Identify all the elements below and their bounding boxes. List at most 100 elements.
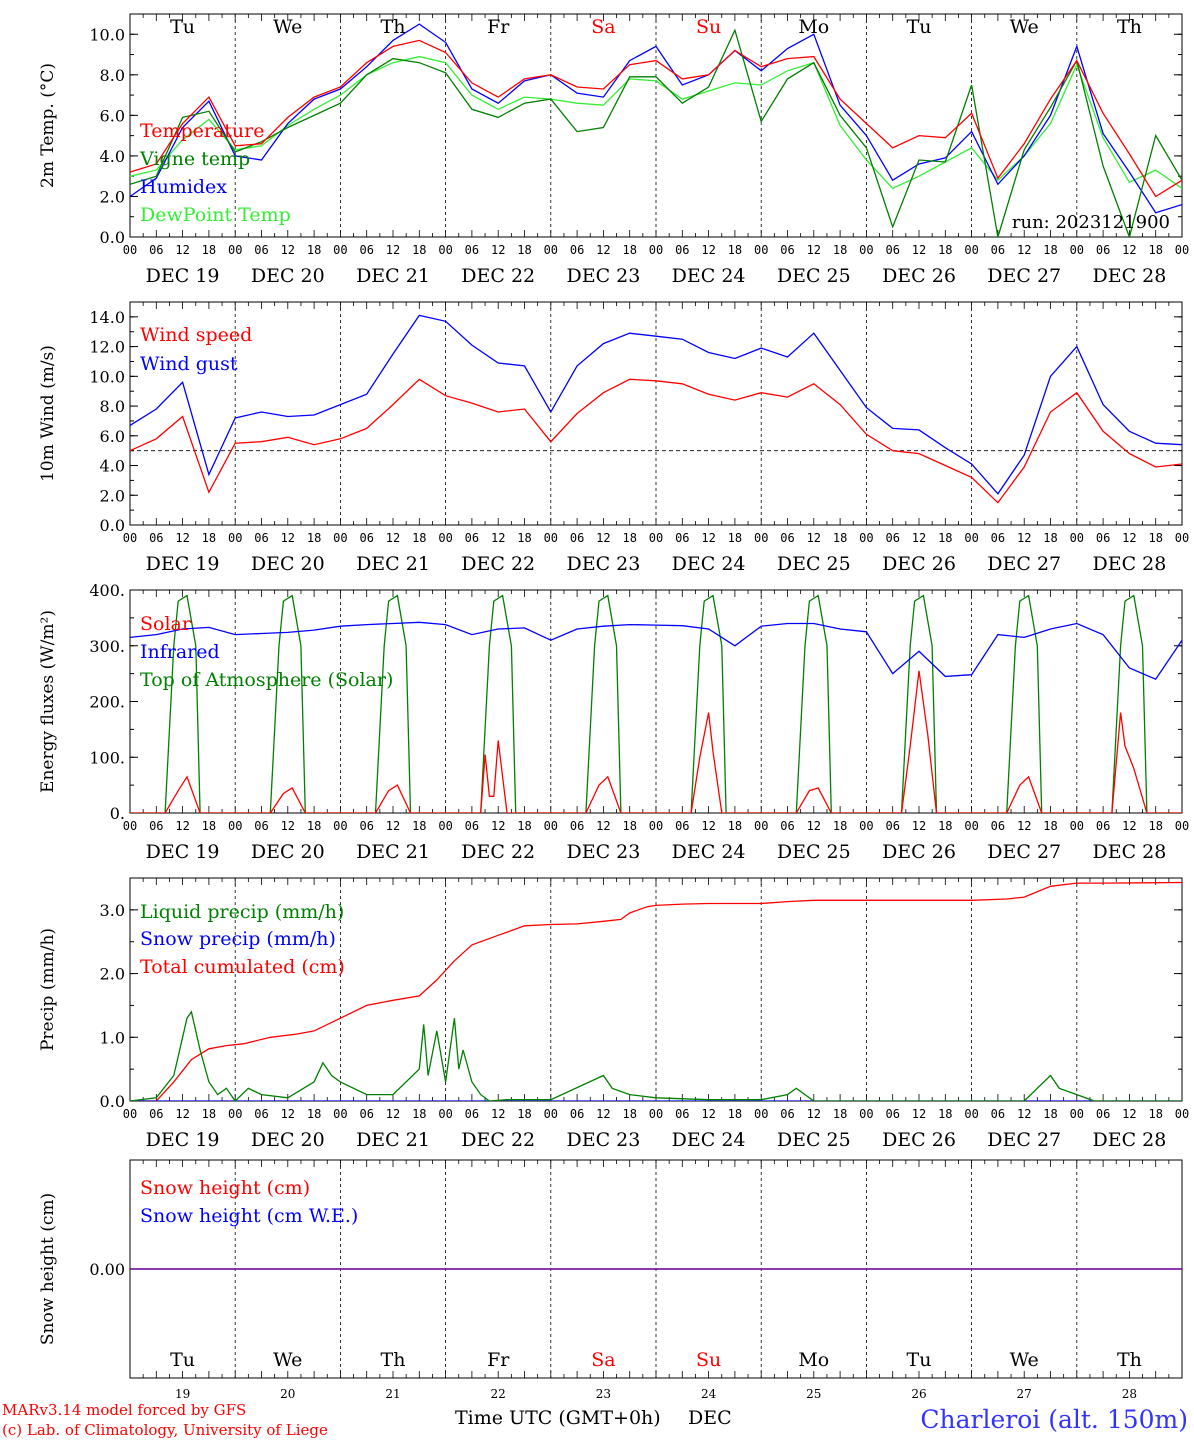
- weekday-label-top: Tu: [907, 16, 932, 38]
- hour-tick-label: 18: [728, 243, 742, 257]
- hour-tick-label: 18: [517, 819, 531, 833]
- y-tick-label: 14.0: [89, 308, 125, 327]
- hour-tick-label: 18: [1148, 243, 1162, 257]
- series-wind-speed: [130, 378, 1182, 504]
- series-temperature: [130, 39, 1182, 198]
- y-tick-label: 2.0: [100, 486, 125, 505]
- hour-tick-label: 12: [1122, 819, 1136, 833]
- hour-tick-label: 00: [123, 531, 137, 545]
- legend-entry: Snow height (cm): [140, 1177, 310, 1199]
- hour-tick-label: 00: [964, 1107, 978, 1121]
- hour-tick-label: 00: [544, 1107, 558, 1121]
- date-label: DEC 24: [672, 265, 746, 287]
- hour-tick-label: 18: [202, 819, 216, 833]
- panel-frame: [129, 589, 1183, 814]
- panel-frame: [129, 301, 1183, 526]
- hour-tick-label: 00: [438, 1107, 452, 1121]
- date-label: DEC 27: [987, 265, 1061, 287]
- weekday-label-top: We: [273, 16, 302, 38]
- hour-tick-label: 00: [228, 1107, 242, 1121]
- hour-tick-label: 00: [228, 819, 242, 833]
- legend-entry: Humidex: [140, 176, 227, 198]
- hour-tick-label: 18: [202, 1107, 216, 1121]
- hour-tick-label: 00: [228, 243, 242, 257]
- legend-entry: Top of Atmosphere (Solar): [140, 669, 393, 691]
- hour-tick-label: 06: [359, 243, 373, 257]
- weekday-label-top: Mo: [798, 16, 829, 38]
- hour-tick-label: 12: [281, 531, 295, 545]
- y-tick-label: 6.0: [100, 106, 125, 125]
- weekday-label-bottom: Mo: [798, 1349, 829, 1371]
- date-label: DEC 26: [882, 553, 956, 575]
- date-label: DEC 21: [356, 841, 430, 863]
- series-vigne-temp: [130, 28, 1182, 237]
- hour-tick-label: 12: [386, 243, 400, 257]
- hour-tick-label: 18: [622, 819, 636, 833]
- day-number: 24: [701, 1387, 717, 1401]
- hour-tick-label: 00: [123, 819, 137, 833]
- hour-tick-label: 06: [1096, 531, 1110, 545]
- hour-tick-label: 06: [675, 243, 689, 257]
- date-label: DEC 23: [566, 1129, 640, 1151]
- date-label: DEC 28: [1092, 265, 1166, 287]
- date-label: DEC 25: [777, 265, 851, 287]
- x-axis-month: DEC: [688, 1407, 732, 1429]
- legend-entry: Solar: [140, 613, 192, 635]
- hour-tick-label: 06: [780, 531, 794, 545]
- hour-tick-label: 06: [359, 819, 373, 833]
- hour-tick-label: 06: [149, 243, 163, 257]
- y-tick-label: 12.0: [89, 338, 125, 357]
- y-tick-label: 8.0: [100, 66, 125, 85]
- hour-tick-label: 18: [1148, 1107, 1162, 1121]
- hour-tick-label: 18: [517, 243, 531, 257]
- series-top-of-atmosphere-solar-: [130, 594, 1182, 813]
- hour-tick-label: 00: [649, 1107, 663, 1121]
- date-label: DEC 22: [461, 265, 535, 287]
- date-label: DEC 19: [146, 553, 220, 575]
- date-label: DEC 26: [882, 1129, 956, 1151]
- hour-tick-label: 06: [1096, 243, 1110, 257]
- legend-entry: Vigne temp: [139, 148, 250, 170]
- hour-tick-label: 12: [701, 531, 715, 545]
- legend-entry: Temperature: [140, 120, 264, 142]
- hour-tick-label: 18: [412, 1107, 426, 1121]
- hour-tick-label: 12: [596, 243, 610, 257]
- y-tick-label: 400.: [89, 581, 125, 600]
- date-label: DEC 25: [777, 553, 851, 575]
- hour-tick-label: 18: [517, 531, 531, 545]
- y-tick-label: 0.: [110, 804, 125, 823]
- hour-tick-label: 06: [465, 243, 479, 257]
- legend-entry: DewPoint Temp: [140, 204, 291, 226]
- hour-tick-label: 00: [754, 819, 768, 833]
- weekday-label-bottom: Sa: [591, 1349, 615, 1371]
- hour-tick-label: 12: [596, 1107, 610, 1121]
- weekday-label-top: Su: [696, 16, 721, 38]
- hour-tick-label: 00: [1175, 243, 1189, 257]
- hour-tick-label: 18: [307, 243, 321, 257]
- hour-tick-label: 12: [281, 819, 295, 833]
- y-axis-label: Snow height (cm): [38, 1193, 58, 1345]
- date-label: DEC 22: [461, 553, 535, 575]
- panel-5: 0.00 Snow height (cm) Snow height (cm) Snow…: [38, 1159, 1183, 1379]
- hour-tick-label: 00: [544, 243, 558, 257]
- date-label: DEC 19: [146, 265, 220, 287]
- hour-tick-label: 18: [307, 531, 321, 545]
- hour-tick-label: 12: [491, 243, 505, 257]
- station-name: Charleroi (alt. 150m): [920, 1405, 1188, 1434]
- date-label: DEC 26: [882, 841, 956, 863]
- hour-tick-label: 18: [412, 531, 426, 545]
- hour-tick-label: 00: [859, 531, 873, 545]
- day-number: 20: [280, 1387, 295, 1401]
- hour-tick-label: 06: [885, 243, 899, 257]
- legend-entry: Wind gust: [140, 353, 238, 375]
- hour-tick-label: 00: [649, 243, 663, 257]
- legend-entry: Wind speed: [140, 324, 252, 346]
- series-infrared: [130, 621, 1182, 681]
- y-tick-label: 100.: [89, 748, 125, 767]
- hour-tick-label: 00: [964, 531, 978, 545]
- hour-tick-label: 18: [1148, 531, 1162, 545]
- y-tick-label: 4.0: [100, 457, 125, 476]
- hour-tick-label: 12: [386, 531, 400, 545]
- hour-tick-label: 18: [517, 1107, 531, 1121]
- date-label: DEC 24: [672, 841, 746, 863]
